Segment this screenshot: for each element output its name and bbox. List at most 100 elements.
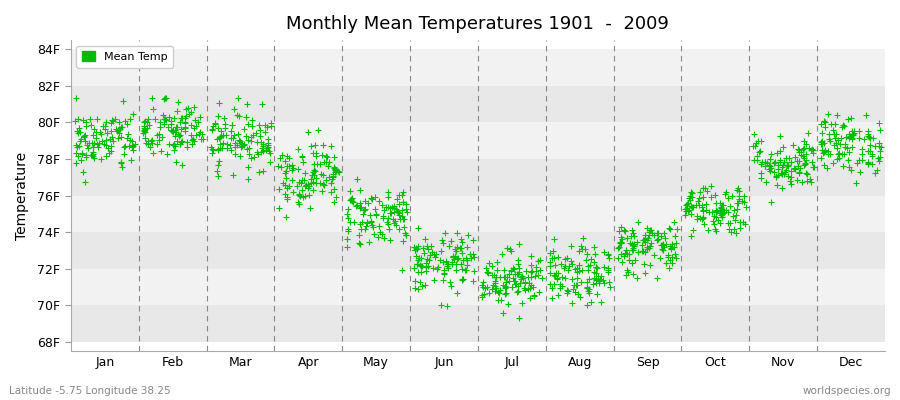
Point: [75, 151, 89, 158]
Point: [555, 282, 570, 289]
Point: [414, 263, 428, 269]
Point: [165, 128, 179, 134]
Point: [454, 236, 468, 242]
Point: [847, 130, 861, 136]
Point: [521, 274, 535, 280]
Point: [176, 162, 190, 168]
Point: [415, 283, 429, 289]
Point: [490, 259, 504, 265]
Point: [481, 270, 495, 276]
Point: [185, 141, 200, 148]
Point: [614, 234, 628, 240]
Point: [308, 168, 322, 174]
Point: [863, 135, 878, 141]
Point: [575, 267, 590, 274]
Point: [597, 279, 611, 286]
Point: [611, 244, 625, 250]
Point: [466, 267, 481, 274]
Point: [414, 263, 428, 269]
Point: [316, 172, 330, 178]
Point: [104, 142, 118, 149]
Point: [796, 161, 811, 168]
Point: [137, 127, 151, 133]
Point: [298, 193, 312, 199]
Point: [327, 199, 341, 205]
Point: [714, 207, 728, 213]
Point: [869, 167, 884, 174]
Point: [392, 226, 406, 232]
Point: [248, 154, 262, 160]
Point: [91, 144, 105, 150]
Point: [215, 140, 230, 146]
Point: [615, 259, 629, 266]
Point: [427, 265, 441, 271]
Point: [788, 166, 802, 172]
Point: [631, 219, 645, 226]
Point: [758, 162, 772, 169]
Point: [260, 136, 274, 142]
Point: [255, 101, 269, 107]
Point: [824, 120, 838, 127]
Point: [381, 215, 395, 222]
Point: [767, 169, 781, 176]
Point: [665, 260, 680, 266]
Point: [356, 207, 371, 214]
Point: [751, 138, 765, 145]
Point: [123, 156, 138, 163]
Point: [376, 212, 391, 219]
Point: [842, 148, 857, 155]
Point: [499, 290, 513, 296]
Point: [827, 141, 842, 148]
Point: [320, 159, 334, 165]
Point: [280, 152, 294, 159]
Point: [716, 202, 731, 208]
Point: [643, 227, 657, 234]
Point: [792, 158, 806, 164]
Point: [249, 148, 264, 155]
Point: [777, 158, 791, 165]
Point: [292, 179, 306, 186]
Point: [254, 138, 268, 145]
Point: [110, 128, 124, 134]
Point: [228, 144, 242, 150]
Point: [844, 166, 859, 173]
Point: [640, 246, 654, 253]
Point: [847, 128, 861, 134]
Point: [396, 215, 410, 222]
Point: [184, 137, 199, 144]
Point: [806, 163, 821, 170]
Point: [450, 255, 464, 262]
Point: [650, 274, 664, 281]
Point: [526, 292, 541, 298]
Point: [359, 223, 374, 229]
Point: [329, 168, 344, 174]
Point: [680, 208, 695, 214]
Point: [665, 254, 680, 260]
Point: [560, 255, 574, 262]
Point: [410, 260, 425, 267]
Point: [549, 270, 563, 276]
Point: [845, 128, 859, 135]
Point: [600, 250, 615, 257]
Point: [308, 142, 322, 148]
Point: [163, 118, 177, 124]
Point: [411, 254, 426, 261]
Point: [286, 189, 301, 195]
Point: [79, 154, 94, 161]
Point: [713, 220, 727, 226]
Point: [792, 146, 806, 153]
Point: [383, 210, 398, 216]
Point: [535, 274, 549, 281]
Point: [358, 206, 373, 212]
Point: [850, 160, 864, 166]
Point: [580, 278, 594, 285]
Point: [428, 251, 443, 257]
Point: [549, 275, 563, 281]
Point: [651, 230, 665, 236]
Point: [264, 120, 278, 127]
Point: [732, 196, 746, 202]
Point: [775, 171, 789, 178]
Point: [830, 145, 844, 151]
Point: [274, 164, 288, 170]
Point: [761, 166, 776, 172]
